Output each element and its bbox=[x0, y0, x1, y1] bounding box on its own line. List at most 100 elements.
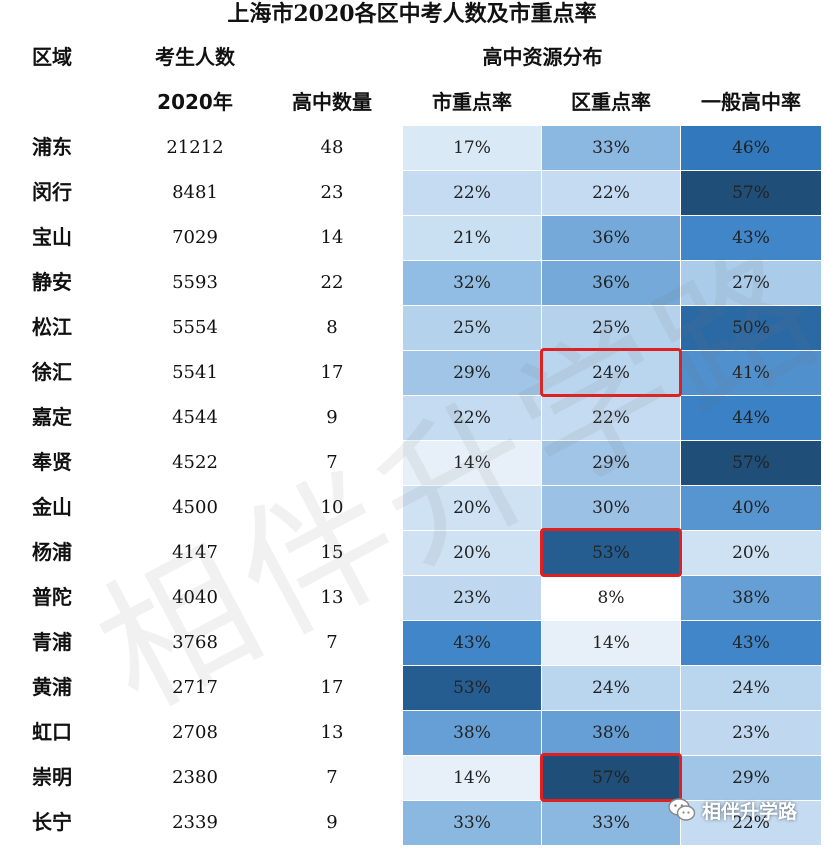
heatmap-cell-city: 33% bbox=[403, 800, 541, 845]
region-label: 闵行 bbox=[32, 180, 72, 204]
highlight-box bbox=[540, 753, 682, 802]
examinee-count: 2717 bbox=[172, 677, 218, 698]
heatmap-cell-district: 57% bbox=[542, 755, 680, 800]
hs-count: 9 bbox=[326, 812, 338, 833]
heatmap-cell-district: 33% bbox=[542, 800, 680, 845]
heatmap-cell-district: 22% bbox=[542, 395, 680, 440]
heatmap-cell-general: 50% bbox=[681, 305, 821, 350]
hs-count: 8 bbox=[326, 317, 338, 338]
hs-count: 7 bbox=[326, 767, 338, 788]
heatmap-cell-district: 24% bbox=[542, 665, 680, 710]
examinee-count: 2380 bbox=[172, 767, 218, 788]
heatmap-cell-general: 57% bbox=[681, 170, 821, 215]
source-badge: 相伴升学路 bbox=[668, 792, 797, 828]
heatmap-cell-city: 38% bbox=[403, 710, 541, 755]
hs-count: 9 bbox=[326, 407, 338, 428]
region-label: 杨浦 bbox=[32, 540, 72, 564]
region-label: 黄浦 bbox=[32, 675, 72, 699]
heatmap-cell-district: 38% bbox=[542, 710, 680, 755]
heatmap-cell-city: 53% bbox=[403, 665, 541, 710]
region-label: 崇明 bbox=[32, 765, 72, 789]
examinee-count: 4522 bbox=[172, 452, 218, 473]
examinee-count: 3768 bbox=[172, 632, 218, 653]
heatmap-cell-district: 53% bbox=[542, 530, 680, 575]
hs-count: 7 bbox=[326, 632, 338, 653]
heatmap-cell-city: 21% bbox=[403, 215, 541, 260]
heatmap-cell-general: 38% bbox=[681, 575, 821, 620]
hs-count: 13 bbox=[320, 587, 344, 608]
hs-count: 22 bbox=[320, 272, 344, 293]
examinee-count: 8481 bbox=[172, 182, 218, 203]
heatmap-cell-city: 14% bbox=[403, 755, 541, 800]
hs-count: 48 bbox=[320, 137, 344, 158]
examinee-count: 4500 bbox=[172, 497, 218, 518]
heatmap-cell-district: 24% bbox=[542, 350, 680, 395]
heatmap-cell-general: 46% bbox=[681, 125, 821, 170]
heatmap-cell-general: 27% bbox=[681, 260, 821, 305]
heatmap-cell-city: 14% bbox=[403, 440, 541, 485]
examinee-count: 4040 bbox=[172, 587, 218, 608]
heatmap-cell-general: 22% bbox=[681, 800, 821, 845]
heatmap-cell-general: 24% bbox=[681, 665, 821, 710]
examinee-count: 4147 bbox=[172, 542, 218, 563]
region-label: 普陀 bbox=[32, 585, 72, 609]
heatmap-cell-district: 25% bbox=[542, 305, 680, 350]
header-examinees: 考生人数 bbox=[155, 45, 235, 69]
region-label: 虹口 bbox=[32, 720, 72, 744]
badge-text: 相伴升学路 bbox=[702, 800, 798, 823]
hs-count: 10 bbox=[320, 497, 344, 518]
heatmap-cell-general: 43% bbox=[681, 215, 821, 260]
heatmap-cell-general: 41% bbox=[681, 350, 821, 395]
heatmap-cell-general: 23% bbox=[681, 710, 821, 755]
heatmap-cell-city: 22% bbox=[403, 395, 541, 440]
hs-count: 17 bbox=[320, 677, 344, 698]
region-label: 浦东 bbox=[32, 135, 72, 159]
hs-count: 7 bbox=[326, 452, 338, 473]
heatmap-cell-general: 29% bbox=[681, 755, 821, 800]
heatmap-cell-general: 40% bbox=[681, 485, 821, 530]
heatmap-cell-city: 17% bbox=[403, 125, 541, 170]
region-label: 嘉定 bbox=[32, 405, 72, 429]
hs-count: 13 bbox=[320, 722, 344, 743]
examinee-count: 4544 bbox=[172, 407, 218, 428]
header-city-key: 市重点率 bbox=[432, 90, 512, 114]
wechat-icon bbox=[668, 798, 696, 821]
examinee-count: 5554 bbox=[172, 317, 218, 338]
examinee-count: 5593 bbox=[172, 272, 218, 293]
region-label: 青浦 bbox=[32, 630, 72, 654]
examinee-count: 2708 bbox=[172, 722, 218, 743]
heatmap-cell-district: 36% bbox=[542, 215, 680, 260]
region-label: 徐汇 bbox=[32, 360, 72, 384]
examinee-count: 5541 bbox=[172, 362, 218, 383]
region-label: 长宁 bbox=[32, 810, 72, 834]
header-general: 一般高中率 bbox=[701, 90, 801, 114]
heatmap-cell-city: 32% bbox=[403, 260, 541, 305]
header-year: 2020年 bbox=[157, 90, 233, 114]
heatmap-cell-general: 44% bbox=[681, 395, 821, 440]
hs-count: 23 bbox=[320, 182, 344, 203]
region-label: 松江 bbox=[32, 315, 72, 339]
heatmap-cell-district: 33% bbox=[542, 125, 680, 170]
region-label: 静安 bbox=[32, 270, 72, 294]
heatmap-cell-city: 23% bbox=[403, 575, 541, 620]
chart-title: 上海市2020各区中考人数及市重点率 bbox=[227, 1, 597, 27]
highlight-box bbox=[540, 348, 682, 397]
heatmap-cell-district: 29% bbox=[542, 440, 680, 485]
heatmap-cell-city: 20% bbox=[403, 485, 541, 530]
heatmap-cell-city: 43% bbox=[403, 620, 541, 665]
heatmap-cell-general: 57% bbox=[681, 440, 821, 485]
heatmap-cell-city: 20% bbox=[403, 530, 541, 575]
hs-count: 17 bbox=[320, 362, 344, 383]
heatmap-cell-district: 30% bbox=[542, 485, 680, 530]
heatmap-cell-city: 22% bbox=[403, 170, 541, 215]
heatmap-cell-city: 29% bbox=[403, 350, 541, 395]
heatmap-cell-district: 8% bbox=[542, 575, 680, 620]
header-district-key: 区重点率 bbox=[571, 90, 651, 114]
header-hs-count: 高中数量 bbox=[292, 90, 372, 114]
examinee-count: 2339 bbox=[172, 812, 218, 833]
hs-count: 14 bbox=[320, 227, 344, 248]
region-label: 宝山 bbox=[32, 225, 72, 249]
region-label: 奉贤 bbox=[32, 450, 72, 474]
heatmap-cell-city: 25% bbox=[403, 305, 541, 350]
header-resource: 高中资源分布 bbox=[482, 45, 603, 69]
